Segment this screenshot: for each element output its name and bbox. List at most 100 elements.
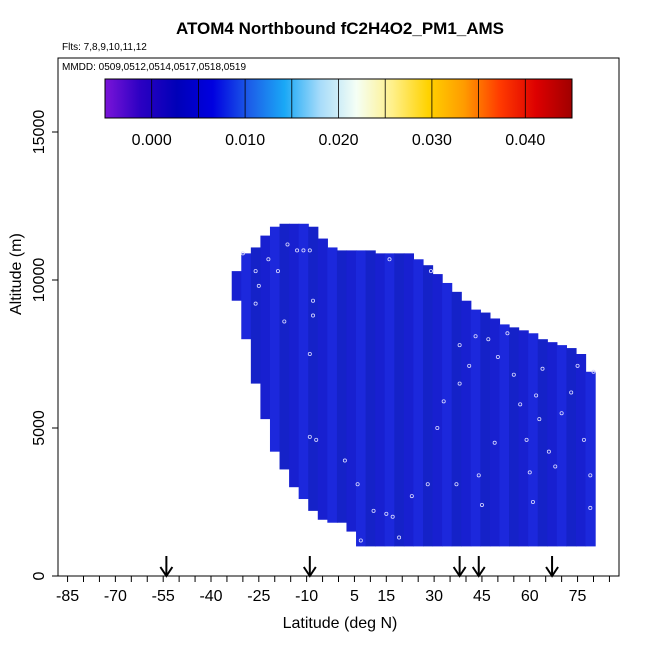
- colorbar-tick-label: 0.000: [132, 132, 172, 149]
- flight-arrow-head: [545, 566, 559, 578]
- field-column: [461, 300, 472, 547]
- field-column: [365, 250, 376, 547]
- sample-point: [409, 494, 414, 499]
- chart-title: ATOM4 Northbound fC2H4O2_PM1_AMS: [175, 19, 505, 38]
- field-column: [489, 318, 501, 547]
- field-column: [451, 291, 462, 547]
- flight-arrow-head: [302, 566, 317, 578]
- axes: -85 -70 -55 -40 -25 -10 5 15 30 45 60 75 0 5000 10000 1…: [31, 110, 610, 605]
- sample-point: [569, 390, 574, 395]
- sample-point: [397, 535, 402, 540]
- sample-point: [384, 511, 389, 516]
- sample-point: [355, 482, 360, 487]
- sample-point: [530, 499, 535, 504]
- field-column: [327, 247, 338, 523]
- sample-point: [310, 298, 315, 303]
- sample-point: [575, 363, 580, 368]
- sample-point: [467, 363, 472, 368]
- field-column: [432, 274, 443, 547]
- flight-arrow: [302, 556, 317, 578]
- flight-arrow: [471, 556, 486, 578]
- x-tick-label: -10: [295, 588, 318, 605]
- field-column: [384, 253, 395, 547]
- x-tick-label: -40: [199, 588, 222, 605]
- sample-point: [387, 257, 392, 262]
- flights-label: Flts: 7,8,9,10,11,12: [62, 42, 147, 53]
- x-tick-label: 5: [350, 588, 359, 605]
- colorbar-tick-label: 0.040: [505, 132, 545, 149]
- field-column: [346, 250, 357, 532]
- x-tick-label: 60: [521, 588, 539, 605]
- sample-point: [457, 381, 462, 386]
- y-tick-label: 0: [31, 571, 48, 580]
- sample-point: [492, 440, 497, 445]
- field-column: [518, 330, 529, 547]
- flight-arrow: [545, 556, 559, 578]
- sample-point: [314, 437, 319, 442]
- sample-point: [559, 411, 564, 416]
- field-column: [250, 247, 262, 384]
- sample-point: [527, 470, 532, 475]
- sample-point: [240, 251, 245, 256]
- sample-point: [428, 269, 433, 274]
- field-column: [231, 271, 242, 301]
- field-layer: [231, 223, 596, 547]
- flight-arrow-head: [452, 566, 467, 578]
- field-column: [547, 342, 558, 547]
- sample-point: [537, 417, 542, 422]
- sample-points-layer: [240, 242, 596, 543]
- field-column: [279, 223, 290, 470]
- sample-point: [275, 269, 280, 274]
- colorbar-tick-label: 0.010: [225, 132, 265, 149]
- sample-point: [435, 425, 440, 430]
- field-column: [537, 339, 548, 547]
- field-column: [499, 324, 510, 547]
- sample-point: [495, 354, 500, 359]
- field-column: [289, 223, 300, 488]
- field-column: [575, 354, 587, 547]
- field-column: [269, 226, 281, 452]
- sample-point: [358, 538, 363, 543]
- sample-point: [307, 351, 312, 356]
- x-tick-label: -25: [247, 588, 270, 605]
- field-column: [375, 253, 386, 547]
- sample-point: [390, 514, 395, 519]
- sample-point: [540, 366, 545, 371]
- field-column: [566, 348, 577, 547]
- x-tick-label: 75: [569, 588, 587, 605]
- field-column: [509, 327, 520, 547]
- field-column: [422, 265, 434, 547]
- sample-point: [473, 334, 478, 339]
- flight-arrows: [159, 556, 559, 578]
- x-tick-label: 30: [425, 588, 443, 605]
- field-column: [336, 250, 348, 523]
- sample-point: [307, 248, 312, 253]
- sample-point: [253, 269, 258, 274]
- field-column: [556, 345, 568, 547]
- x-tick-label: -70: [104, 588, 127, 605]
- flight-arrow: [159, 556, 174, 578]
- flight-arrow: [452, 556, 467, 578]
- sample-point: [588, 473, 593, 478]
- colorbar-tick-label: 0.020: [318, 132, 358, 149]
- sample-point: [546, 449, 551, 454]
- sample-point: [307, 434, 312, 439]
- sample-point: [486, 337, 491, 342]
- field-column: [480, 312, 491, 547]
- sample-point: [310, 313, 315, 318]
- sample-point: [553, 464, 558, 469]
- field-column: [528, 333, 539, 547]
- sample-point: [256, 283, 261, 288]
- field-column: [241, 253, 252, 340]
- y-tick-label: 5000: [31, 410, 48, 446]
- colorbar: 0.000 0.010 0.020 0.030 0.040: [104, 78, 573, 149]
- sample-point: [534, 393, 539, 398]
- sample-point: [581, 437, 586, 442]
- flight-arrow-head: [471, 566, 486, 578]
- sample-point: [591, 369, 596, 374]
- field-column: [403, 253, 415, 547]
- sample-point: [253, 301, 258, 306]
- sample-point: [479, 502, 484, 507]
- field-column: [298, 223, 309, 500]
- sample-point: [505, 331, 510, 336]
